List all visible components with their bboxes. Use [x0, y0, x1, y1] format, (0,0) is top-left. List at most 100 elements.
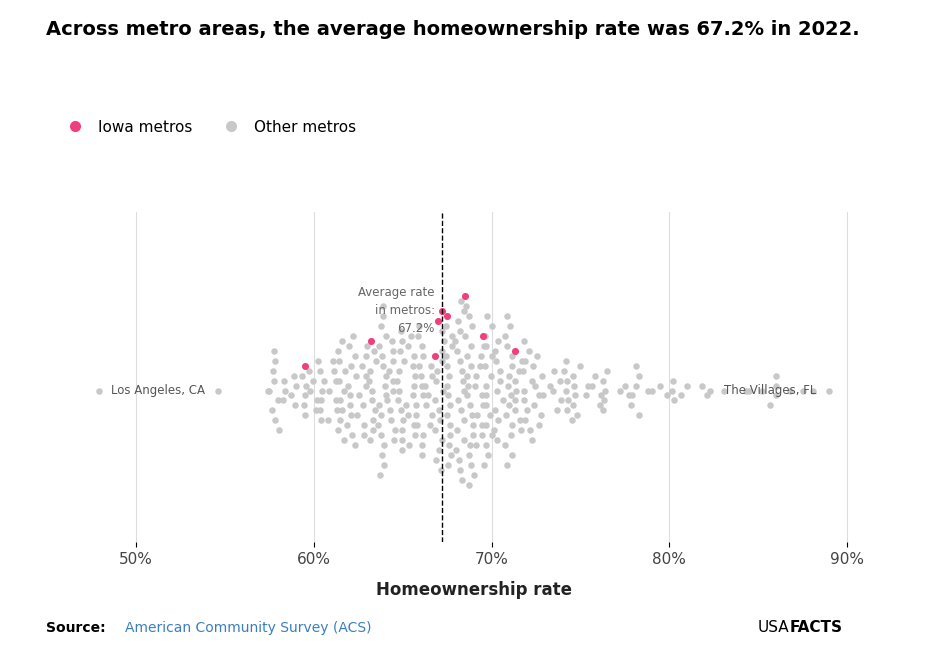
Point	[716, 385, 731, 396]
Point	[298, 390, 313, 401]
Point	[493, 375, 508, 386]
Point	[553, 395, 568, 406]
Point	[499, 311, 514, 321]
Point	[91, 385, 106, 396]
Point	[444, 449, 458, 460]
Point	[398, 400, 413, 410]
Point	[665, 395, 680, 406]
Point	[628, 380, 643, 391]
Point	[432, 465, 447, 475]
Point	[414, 340, 429, 351]
Point	[408, 410, 423, 420]
Point	[345, 330, 360, 341]
Point	[308, 405, 323, 416]
Point	[469, 410, 483, 420]
Point	[566, 380, 581, 391]
Point	[428, 375, 443, 386]
Point	[472, 360, 487, 371]
Point	[369, 420, 384, 430]
Point	[624, 390, 638, 401]
Point	[424, 410, 439, 420]
Point	[439, 311, 454, 321]
Point	[338, 366, 353, 376]
Point	[480, 449, 495, 460]
Point	[474, 390, 489, 401]
Point	[451, 455, 466, 465]
Point	[266, 375, 281, 386]
Point	[592, 400, 607, 410]
Point	[415, 390, 430, 401]
Point	[502, 321, 517, 331]
Point	[385, 375, 400, 386]
Point	[434, 435, 449, 446]
Point	[445, 330, 459, 341]
Point	[321, 385, 336, 396]
Point	[465, 430, 480, 440]
Point	[337, 385, 352, 396]
Point	[363, 336, 378, 346]
Point	[699, 390, 714, 401]
Point	[411, 321, 426, 331]
Point	[489, 385, 504, 396]
Point	[370, 340, 385, 351]
Point	[498, 340, 513, 351]
Point	[374, 449, 389, 460]
Point	[459, 370, 474, 381]
Point	[406, 420, 420, 430]
Point	[556, 366, 571, 376]
Point	[514, 356, 529, 366]
Point	[423, 360, 438, 371]
Point	[467, 380, 482, 391]
Text: USA: USA	[756, 619, 788, 635]
Point	[479, 311, 494, 321]
Point	[376, 459, 391, 470]
Point	[382, 405, 397, 416]
Point	[313, 405, 328, 416]
Point	[329, 395, 343, 406]
Point	[487, 405, 502, 416]
Point	[516, 385, 531, 396]
Point	[297, 410, 312, 420]
Point	[473, 350, 488, 361]
Point	[393, 336, 408, 346]
Point	[453, 405, 468, 416]
Point	[354, 360, 368, 371]
Point	[393, 346, 407, 356]
Point	[821, 385, 836, 396]
Point	[359, 340, 374, 351]
Point	[573, 360, 587, 371]
Point	[296, 400, 311, 410]
Point	[457, 291, 471, 301]
Point	[316, 375, 331, 386]
Point	[356, 430, 371, 440]
Point	[679, 380, 694, 391]
Point	[456, 385, 470, 396]
Point	[442, 430, 457, 440]
Point	[558, 356, 573, 366]
Point	[365, 385, 380, 396]
Point	[427, 350, 442, 361]
Point	[348, 370, 363, 381]
Point	[549, 405, 564, 416]
Point	[385, 356, 400, 366]
Point	[452, 465, 467, 475]
Point	[438, 350, 453, 361]
Point	[478, 340, 493, 351]
Point	[277, 375, 291, 386]
Point	[413, 370, 428, 381]
Point	[365, 425, 380, 436]
Point	[378, 380, 393, 391]
Point	[484, 321, 499, 331]
Point	[499, 459, 514, 470]
Point	[510, 366, 525, 376]
Text: Source:: Source:	[46, 621, 106, 635]
Point	[474, 420, 489, 430]
Point	[394, 435, 409, 446]
Point	[358, 370, 373, 381]
Point	[371, 400, 386, 410]
Point	[458, 301, 472, 311]
Point	[391, 366, 406, 376]
Point	[329, 405, 344, 416]
Point	[559, 405, 574, 416]
Point	[343, 430, 358, 440]
